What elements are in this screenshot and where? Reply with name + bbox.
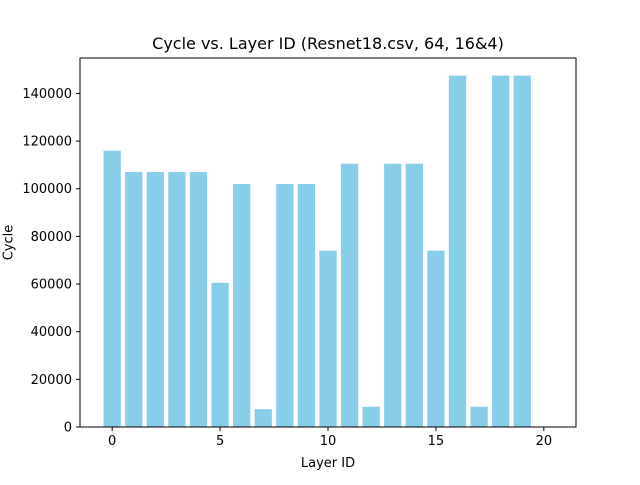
x-tick-label: 0 <box>108 434 116 449</box>
bar-layer-6 <box>233 183 251 427</box>
bar-layer-13 <box>384 163 402 428</box>
y-tick-label: 120000 <box>22 135 72 150</box>
x-axis-label: Layer ID <box>301 456 355 471</box>
chart-title: Cycle vs. Layer ID (Resnet18.csv, 64, 16… <box>152 34 504 53</box>
bar-layer-18 <box>492 75 510 427</box>
bar-layer-12 <box>362 406 380 427</box>
bar-layer-0 <box>103 150 121 427</box>
y-tick-label: 140000 <box>22 87 72 102</box>
bars-group <box>103 75 531 428</box>
bar-layer-14 <box>405 163 423 428</box>
bar-layer-5 <box>211 282 229 427</box>
bar-layer-4 <box>189 172 208 427</box>
bar-layer-17 <box>470 406 488 427</box>
x-tick-label: 15 <box>428 434 445 449</box>
bar-layer-3 <box>168 172 186 427</box>
y-tick-label: 40000 <box>31 325 72 340</box>
bar-layer-8 <box>276 183 294 427</box>
bar-layer-10 <box>319 250 337 427</box>
x-tick-label: 20 <box>536 434 553 449</box>
y-tick-label: 0 <box>64 421 72 436</box>
bar-layer-16 <box>448 75 467 427</box>
bar-layer-15 <box>427 250 445 427</box>
bar-layer-11 <box>340 163 359 428</box>
y-tick-label: 60000 <box>31 278 72 293</box>
y-tick-label: 100000 <box>22 182 72 197</box>
bar-layer-2 <box>146 172 164 427</box>
y-axis-label: Cycle <box>2 225 17 261</box>
bar-layer-1 <box>125 172 143 427</box>
x-tick-label: 5 <box>216 434 224 449</box>
x-tick-label: 10 <box>320 434 337 449</box>
y-axis-ticks: 0 20000 40000 60000 80000 100000 120000 140000 <box>22 87 80 436</box>
x-axis-ticks: 0 5 10 15 20 <box>108 427 552 449</box>
y-tick-label: 20000 <box>31 373 72 388</box>
bar-layer-7 <box>254 409 272 427</box>
bar-layer-19 <box>513 75 531 427</box>
bar-layer-9 <box>297 183 316 427</box>
y-tick-label: 80000 <box>31 230 72 245</box>
